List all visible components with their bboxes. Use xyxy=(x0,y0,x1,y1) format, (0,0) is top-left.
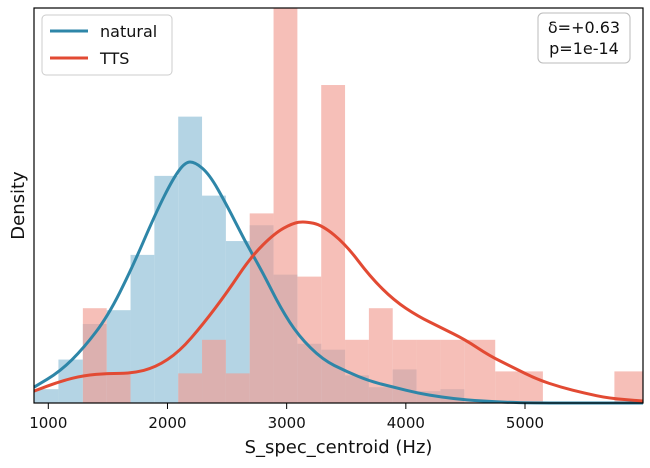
x-tick-label-1000: 1000 xyxy=(29,414,67,432)
hist-bar-natural-0 xyxy=(34,389,59,403)
x-tick-label-4000: 4000 xyxy=(387,414,425,432)
hist-bar-tts-15 xyxy=(495,371,520,403)
plot-frame xyxy=(33,7,644,404)
y-axis-label: Density xyxy=(8,171,29,240)
x-tick-label-2000: 2000 xyxy=(148,414,186,432)
x-axis: 1000 2000 3000 4000 5000 xyxy=(29,403,544,432)
hist-bar-natural-4 xyxy=(130,254,155,403)
hist-bar-natural-5 xyxy=(154,175,179,403)
hist-bar-tts-9 xyxy=(345,339,369,403)
hist-bar-tts-13 xyxy=(440,339,465,403)
x-tick-label-3000: 3000 xyxy=(268,414,306,432)
hist-bar-tts-4 xyxy=(225,373,250,403)
annotation-delta: δ=+0.63 xyxy=(548,18,620,37)
legend: natural TTS xyxy=(41,14,173,76)
hist-bar-natural-8 xyxy=(225,241,250,403)
hist-bar-tts-6 xyxy=(273,8,298,403)
legend-label-natural: natural xyxy=(100,22,157,41)
series-line-tts xyxy=(33,220,644,403)
hist-bar-tts-7 xyxy=(297,276,322,403)
hist-bar-tts-5 xyxy=(249,213,274,403)
hist-bar-tts-0 xyxy=(82,308,107,403)
annotation-box xyxy=(537,12,631,64)
hist-bar-tts-1 xyxy=(106,373,131,403)
hist-bar-tts-11 xyxy=(392,339,417,403)
stats-annotation: δ=+0.63 p=1e-14 xyxy=(537,12,631,64)
legend-label-tts: TTS xyxy=(99,49,129,68)
hist-bar-tts-12 xyxy=(416,339,441,403)
hist-bar-natural-6 xyxy=(178,116,203,403)
x-tick-label-5000: 5000 xyxy=(506,414,544,432)
x-axis-label: S_spec_centroid (Hz) xyxy=(245,437,433,458)
hist-bar-tts-2 xyxy=(178,373,203,403)
hist-bar-tts-8 xyxy=(321,85,346,404)
hist-bar-tts-3 xyxy=(202,339,226,403)
hist-bar-tts-10 xyxy=(368,308,393,403)
annotation-p: p=1e-14 xyxy=(549,39,619,58)
